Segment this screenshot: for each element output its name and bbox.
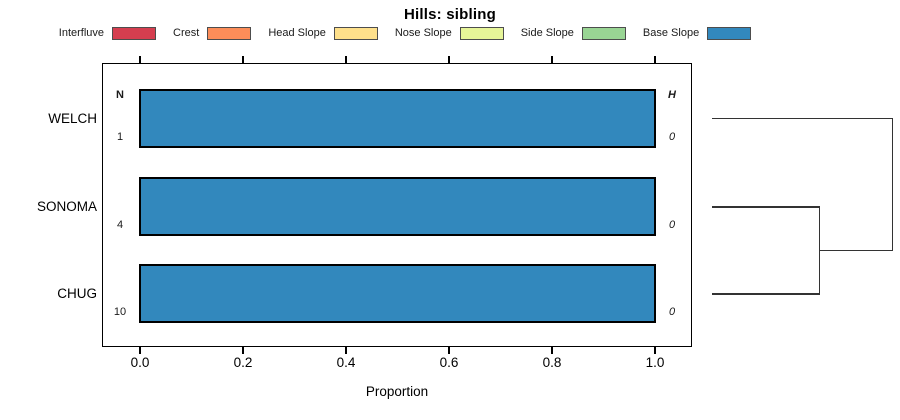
dendrogram-leaf-welch xyxy=(712,117,893,119)
legend-label: Side Slope xyxy=(520,27,574,39)
legend-swatch-side-slope xyxy=(581,26,626,40)
top-tick-5 xyxy=(654,56,656,63)
x-tick-label: 0.0 xyxy=(130,355,150,370)
n-value-sonoma: 4 xyxy=(116,219,124,231)
row-label-sonoma: SONOMA xyxy=(36,199,97,214)
legend-label: Nose Slope xyxy=(394,27,452,39)
n-value-chug: 10 xyxy=(113,306,127,318)
dendrogram-leaf-sonoma xyxy=(712,206,820,208)
bottom-tick-1 xyxy=(242,347,244,354)
row-label-chug: CHUG xyxy=(57,286,97,301)
h-value-chug: 0 xyxy=(668,306,676,318)
x-tick-label: 0.4 xyxy=(336,355,356,370)
h-column-header: H xyxy=(668,89,676,101)
bar-welch xyxy=(139,89,656,148)
dendrogram-root xyxy=(891,117,893,251)
legend: Interfluve Crest Head Slope Nose Slope S… xyxy=(0,25,810,41)
bottom-tick-0 xyxy=(139,347,141,354)
x-tick-label: 0.6 xyxy=(439,355,459,370)
n-column-header: N xyxy=(116,89,124,101)
x-tick-label: 0.2 xyxy=(233,355,253,370)
bottom-tick-2 xyxy=(345,347,347,354)
bottom-tick-3 xyxy=(448,347,450,354)
top-tick-2 xyxy=(345,56,347,63)
top-tick-1 xyxy=(242,56,244,63)
top-tick-3 xyxy=(448,56,450,63)
legend-item-nose-slope: Nose Slope xyxy=(394,26,504,40)
legend-swatch-nose-slope xyxy=(459,26,504,40)
legend-swatch-base-slope xyxy=(707,26,752,40)
legend-swatch-crest xyxy=(207,26,252,40)
top-tick-0 xyxy=(139,56,141,63)
legend-item-head-slope: Head Slope xyxy=(268,26,378,40)
top-tick-4 xyxy=(551,56,553,63)
legend-label: Base Slope xyxy=(642,27,700,39)
legend-swatch-interfluve xyxy=(112,26,157,40)
legend-label: Crest xyxy=(173,27,200,39)
bar-chug xyxy=(139,264,656,323)
chart-title: Hills: sibling xyxy=(404,6,496,23)
h-value-sonoma: 0 xyxy=(668,219,676,231)
bar-sonoma xyxy=(139,177,656,236)
legend-swatch-head-slope xyxy=(333,26,378,40)
legend-label: Head Slope xyxy=(268,27,326,39)
h-value-welch: 0 xyxy=(668,131,676,143)
legend-item-side-slope: Side Slope xyxy=(520,26,626,40)
legend-item-interfluve: Interfluve xyxy=(58,26,157,40)
x-tick-label: 0.8 xyxy=(542,355,562,370)
legend-item-crest: Crest xyxy=(173,26,252,40)
row-label-welch: WELCH xyxy=(48,111,97,126)
legend-label: Interfluve xyxy=(58,27,105,39)
bottom-tick-4 xyxy=(551,347,553,354)
dendrogram-branch-cluster xyxy=(818,249,893,251)
n-value-welch: 1 xyxy=(116,131,124,143)
x-axis-title: Proportion xyxy=(365,384,429,399)
legend-item-base-slope: Base Slope xyxy=(642,26,752,40)
dendrogram-leaf-chug xyxy=(712,293,820,295)
x-tick-label: 1.0 xyxy=(645,355,665,370)
bottom-tick-5 xyxy=(654,347,656,354)
